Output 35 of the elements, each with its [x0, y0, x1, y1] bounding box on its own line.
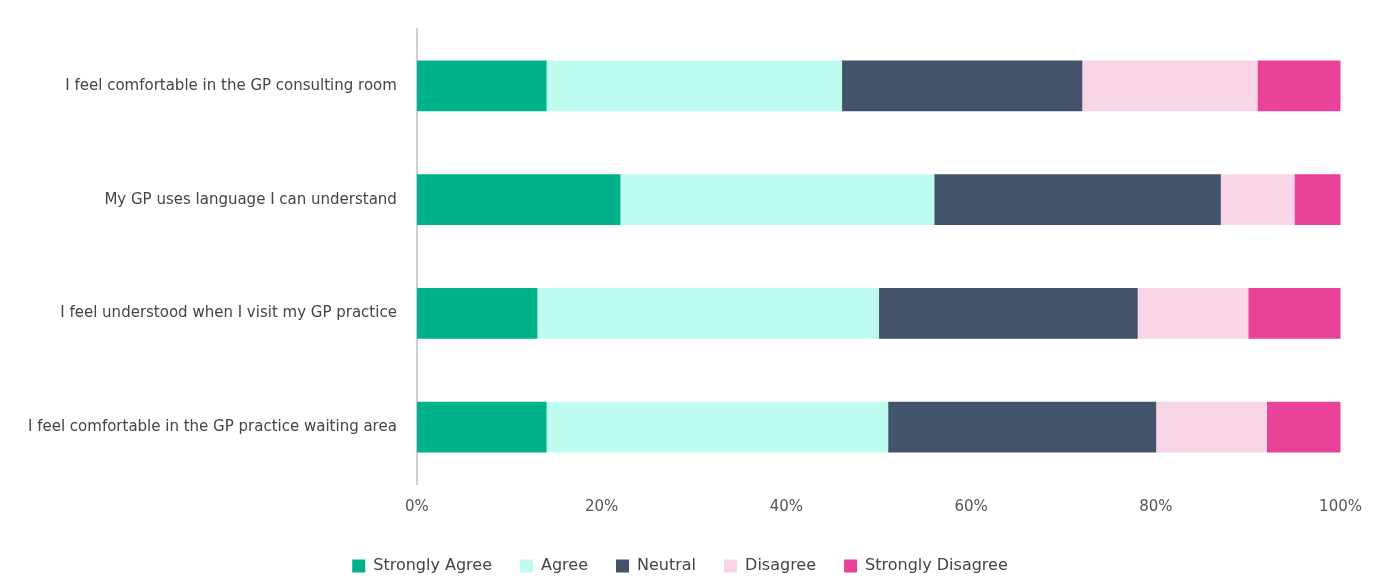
y-tick-label: I feel comfortable in the GP practice waiting area	[27, 417, 397, 436]
bar	[1257, 60, 1341, 112]
legend-label: Strongly Disagree	[865, 555, 1008, 575]
y-tick-label: I feel comfortable in the GP consulting room	[65, 75, 397, 94]
x-tick-label: 20%	[584, 496, 619, 515]
x-tick-label: 60%	[954, 496, 988, 515]
x-tick-label: 40%	[769, 496, 804, 515]
bar	[416, 288, 538, 339]
bar	[1247, 288, 1341, 339]
bar	[841, 60, 1083, 112]
bar	[878, 288, 1138, 339]
x-tick-label: 80%	[1139, 496, 1173, 515]
bar	[536, 288, 880, 339]
bar	[1081, 60, 1258, 112]
y-tick-label: I feel understood when I visit my GP practice	[60, 303, 397, 322]
bar	[416, 60, 547, 112]
x-tick-label: 100%	[1319, 496, 1362, 515]
bar	[416, 401, 547, 453]
bar	[933, 174, 1221, 225]
legend-label: Neutral	[637, 555, 697, 575]
bar	[416, 174, 621, 225]
legend-label: Strongly Agree	[373, 555, 492, 575]
legend-label: Disagree	[745, 555, 817, 575]
bar	[1220, 174, 1295, 225]
bar	[1294, 174, 1341, 225]
legend-label: Agree	[541, 555, 589, 575]
y-tick-label: My GP uses language I can understand	[104, 189, 397, 208]
x-tick-label: 0%	[404, 496, 429, 515]
bar	[1137, 288, 1249, 339]
bar	[887, 401, 1157, 453]
bar	[545, 401, 889, 453]
bar	[619, 174, 935, 225]
bar	[1155, 401, 1267, 453]
bar	[545, 60, 843, 112]
bar	[1266, 401, 1341, 453]
